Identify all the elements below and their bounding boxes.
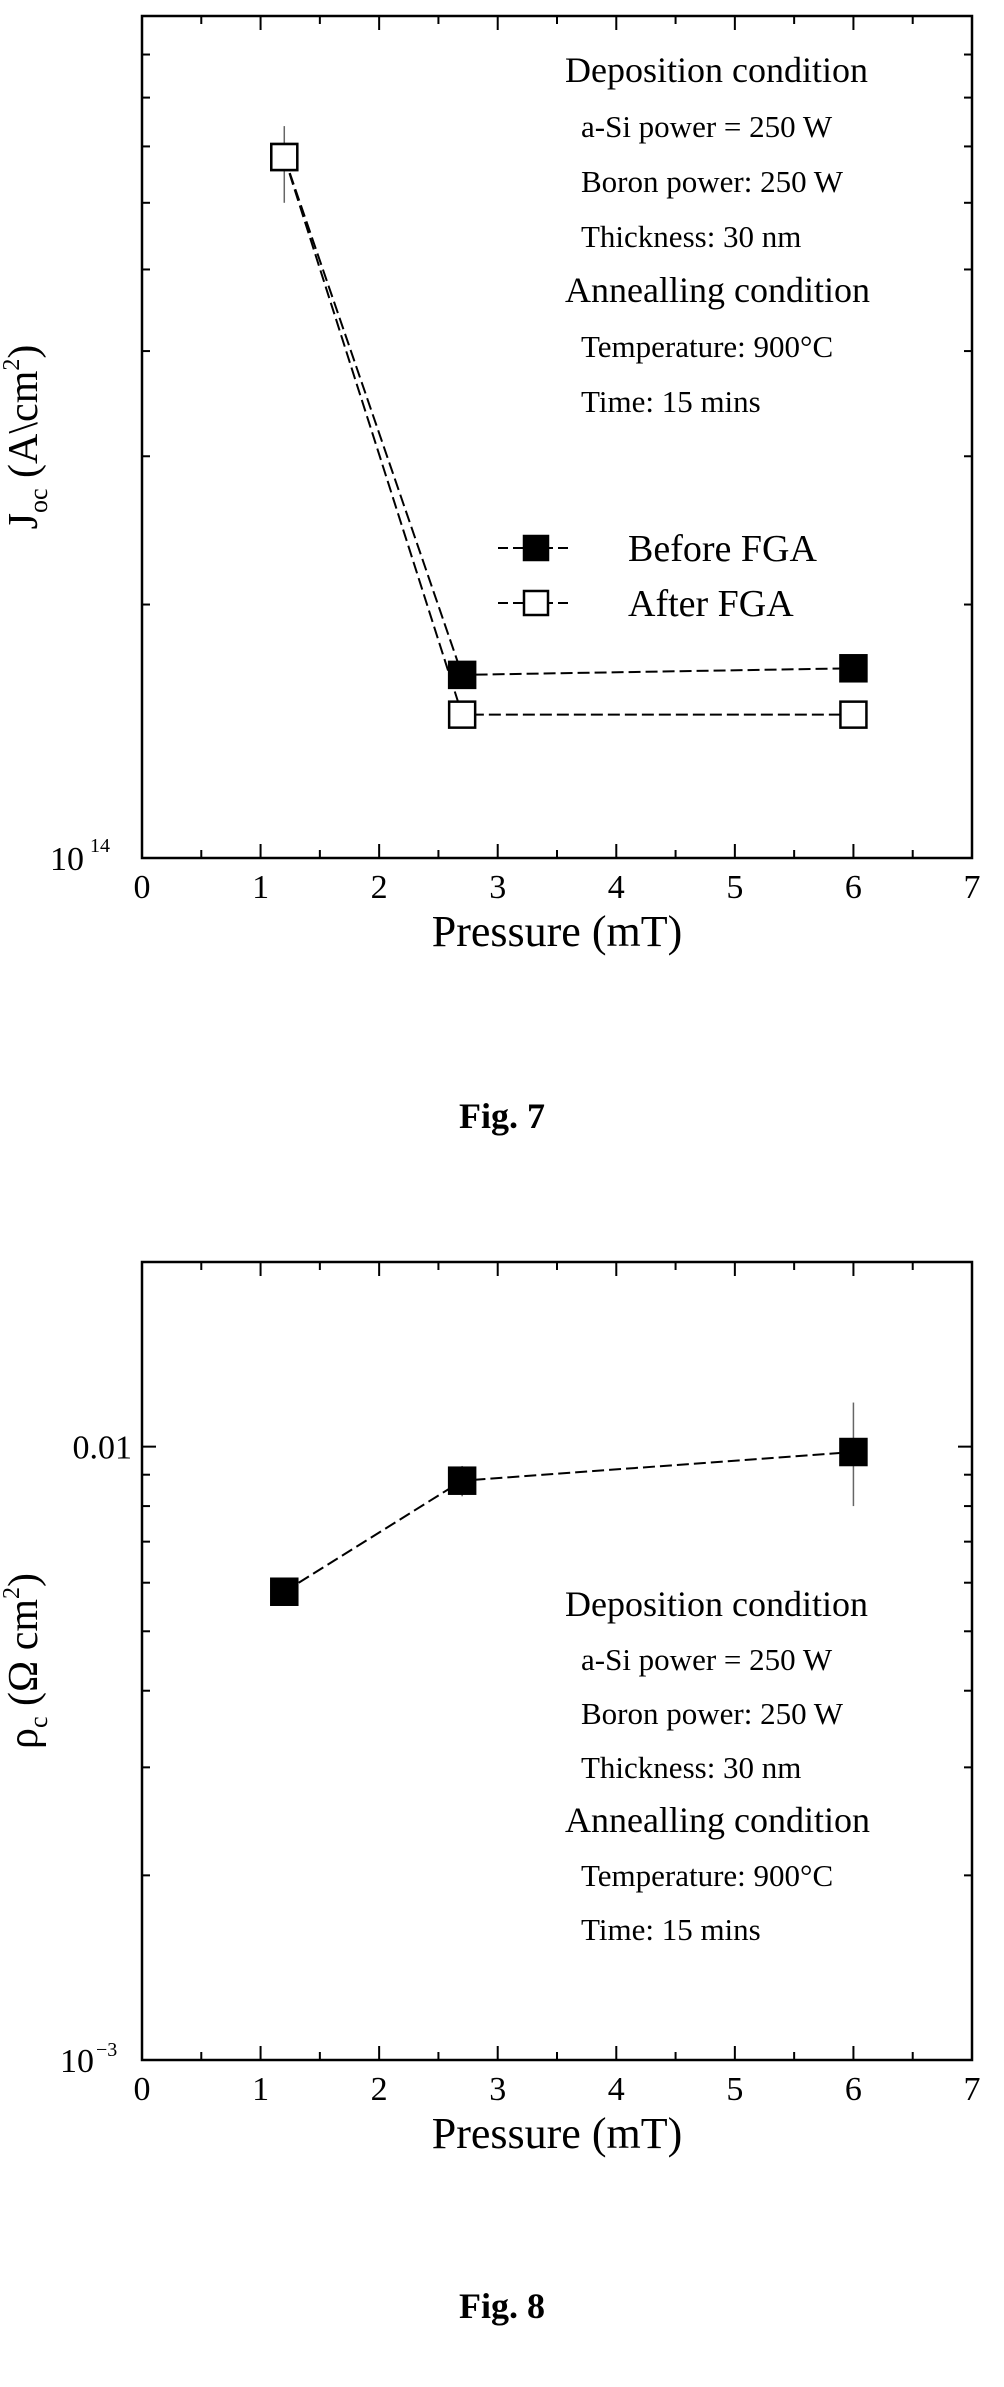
- data-point-filled: [839, 654, 868, 683]
- y-tick-label: 0.01: [73, 1430, 133, 1467]
- data-point-filled: [839, 1437, 868, 1467]
- plot-frame: [140, 14, 974, 860]
- x-tick-label: 5: [726, 2071, 743, 2108]
- legend-marker-open: [522, 589, 550, 617]
- annotation-line: Temperature: 900°C: [581, 329, 833, 364]
- annotation-line: Deposition condition: [565, 1584, 868, 1624]
- x-tick-label: 2: [371, 2071, 388, 2108]
- annotation-line: Thickness: 30 nm: [581, 1750, 801, 1785]
- annotation-line: Temperature: 900°C: [581, 1858, 833, 1893]
- y-tick-label: 10 −3: [60, 2039, 117, 2080]
- annotation-line: Time: 15 mins: [581, 1912, 761, 1947]
- x-axis-label: Pressure (mT): [432, 907, 683, 956]
- legend-label: After FGA: [628, 583, 794, 625]
- x-tick-label: 4: [608, 869, 625, 906]
- figure-7-caption: Fig. 7: [459, 1096, 545, 1136]
- annotation-line: a-Si power = 250 W: [581, 109, 833, 144]
- x-tick-label: 7: [964, 2071, 981, 2108]
- y-axis-label: Joc (A\cm2): [0, 345, 53, 530]
- x-tick-label: 3: [489, 869, 506, 906]
- x-axis-label: Pressure (mT): [432, 2109, 683, 2158]
- annotation-line: Time: 15 mins: [581, 384, 761, 419]
- data-point-open: [270, 142, 299, 172]
- annotation-line: Annealling condition: [565, 1800, 870, 1840]
- x-tick-label: 2: [371, 869, 388, 906]
- x-tick-label: 3: [489, 2071, 506, 2108]
- annotation-line: a-Si power = 250 W: [581, 1642, 833, 1677]
- x-tick-label: 6: [845, 2071, 862, 2108]
- annotation-line: Annealling condition: [565, 270, 870, 310]
- plot-frame: [140, 1260, 974, 2062]
- data-point-filled: [447, 1466, 477, 1495]
- chart-2: 0 1 2 3 4 5 6 7 0.01 10 −3 Pressure (mT) ρc (Ω cm2) D…: [0, 1260, 981, 2158]
- chart-1: 0 1 2 3 4 5 6 7 10 14 Pressure (mT) Joc (A\cm2) Depo…: [0, 14, 981, 956]
- annotation-line: Boron power: 250 W: [581, 164, 844, 199]
- figure-8-caption: Fig. 8: [459, 2286, 545, 2326]
- annotation-line: Deposition condition: [565, 50, 868, 90]
- x-tick-label: 0: [134, 869, 151, 906]
- y-tick-label: 10 14: [50, 835, 110, 878]
- annotation-line: Boron power: 250 W: [581, 1696, 844, 1731]
- annotation-line: Thickness: 30 nm: [581, 219, 801, 254]
- x-tick-label: 5: [726, 869, 743, 906]
- x-tick-label: 1: [252, 2071, 269, 2108]
- legend-label: Before FGA: [628, 528, 817, 570]
- x-tick-label: 1: [252, 869, 269, 906]
- x-tick-label: 7: [964, 869, 981, 906]
- y-axis-label: ρc (Ω cm2): [0, 1573, 53, 1749]
- series-line-1: [283, 1451, 854, 1593]
- data-point-open: [839, 700, 868, 729]
- x-tick-label: 0: [134, 2071, 151, 2108]
- data-point-open: [447, 700, 477, 729]
- x-tick-label: 4: [608, 2071, 625, 2108]
- data-point-filled: [447, 660, 477, 690]
- x-tick-label: 6: [845, 869, 862, 906]
- legend-marker-filled: [522, 534, 550, 562]
- data-point-filled: [270, 1577, 299, 1606]
